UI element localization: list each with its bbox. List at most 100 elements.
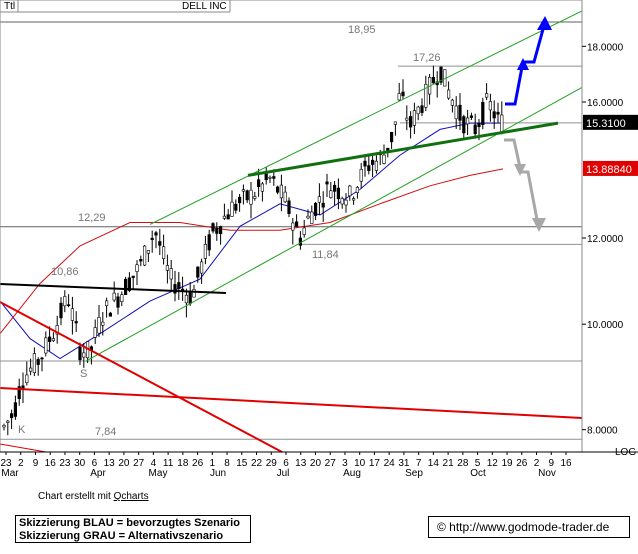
candle-body (55, 325, 59, 335)
level-annotation: S (80, 368, 87, 380)
x-tick-label: 23 (0, 458, 12, 469)
candle-body (500, 114, 504, 133)
candle-body (306, 215, 310, 219)
candle-body (32, 353, 36, 374)
copyright-url[interactable]: © http://www.godmode-trader.de (428, 516, 630, 538)
blue-arrow-mid (517, 58, 529, 70)
month-label: Aug (343, 468, 361, 479)
candle-body (355, 187, 360, 193)
candle-body (108, 312, 112, 317)
candle-body (496, 111, 500, 115)
x-tick-label: 10 (354, 458, 366, 469)
candle-body (473, 124, 477, 135)
candle-body (2, 425, 6, 428)
candle-body (424, 83, 428, 108)
x-tick-label: 13 (104, 458, 116, 469)
x-tick-label: 17 (369, 458, 381, 469)
ma-short-line (0, 122, 503, 360)
candle-body (215, 227, 219, 234)
x-tick-label: 22 (251, 458, 263, 469)
candle-body (310, 211, 314, 224)
candle-body (458, 104, 462, 121)
candle-body (481, 101, 485, 125)
candle-body (165, 265, 170, 271)
candle-body (317, 196, 322, 203)
qcharts-link[interactable]: Qcharts (113, 491, 149, 502)
gray-arrowhead (532, 218, 546, 232)
x-tick-label: 31 (398, 458, 410, 469)
x-tick-label: 23 (59, 458, 71, 469)
candle-body (25, 374, 29, 384)
candle-body (150, 237, 154, 240)
candle-body (181, 288, 185, 291)
level-annotation: 7,84 (95, 426, 116, 438)
candle-body (13, 402, 17, 417)
neckline (0, 283, 227, 294)
ma-long-line (0, 168, 504, 335)
level-annotation: 11,84 (312, 249, 339, 261)
candle-body (154, 232, 158, 236)
candle-body (203, 243, 208, 259)
candle-body (332, 184, 337, 192)
x-tick-label: 6 (283, 458, 289, 469)
candle-body (488, 101, 493, 111)
stock-chart: Ttl DELL INC 18,95 17,26 12,29 11,84 10,86 7,84… (0, 0, 638, 479)
month-label: May (149, 468, 168, 479)
candle-body (97, 317, 101, 334)
y-tick-label: 16.0000 (587, 98, 624, 109)
candle-body (408, 116, 413, 128)
x-tick-label: 28 (457, 458, 469, 469)
candle-body (67, 304, 71, 307)
candle-body (162, 246, 166, 259)
candle-body (230, 201, 234, 217)
x-tick-label: 24 (384, 458, 396, 469)
month-label: Jun (210, 468, 226, 479)
candle-body (17, 386, 21, 400)
current-price-box (583, 114, 638, 130)
candle-body (329, 190, 333, 199)
candle-body (405, 117, 409, 121)
x-tick-label: 13 (295, 458, 307, 469)
candle-body (253, 196, 257, 199)
candle-body (477, 123, 481, 128)
x-tick-label: 8 (224, 458, 230, 469)
candle-body (283, 191, 287, 203)
corner-label: Ttl (4, 1, 15, 12)
x-tick-label: 3 (342, 458, 348, 469)
candle-body (74, 321, 78, 324)
x-tick-label: 27 (133, 458, 145, 469)
candle-body (93, 327, 97, 338)
candle-body (139, 259, 143, 262)
candle-body (238, 196, 242, 204)
candle-body (298, 237, 303, 246)
legend-gray-line: Skizzierung GRAU = Alternativszenario (19, 530, 224, 542)
x-tick-label: 29 (266, 458, 278, 469)
x-tick-label: 20 (310, 458, 322, 469)
candle-body (401, 91, 405, 97)
candle-body (82, 352, 86, 358)
candle-body (158, 241, 162, 246)
candle-body (192, 289, 196, 298)
candle-body (241, 189, 246, 192)
support-line (247, 121, 559, 177)
month-label: Jul (277, 468, 290, 479)
month-label: Oct (470, 468, 486, 479)
candle-body (260, 183, 265, 192)
candle-body (370, 159, 375, 165)
candle-body (291, 222, 295, 231)
candle-body (207, 234, 211, 251)
candle-body (344, 199, 348, 206)
candle-body (249, 189, 253, 205)
level-annotation: 12,29 (78, 212, 106, 224)
candle-body (188, 291, 192, 304)
x-tick-label: 30 (74, 458, 86, 469)
month-label: Sep (405, 468, 423, 479)
credit-prefix: Chart erstellt mit (38, 491, 114, 502)
x-tick-label: 6 (92, 458, 98, 469)
candle-body (287, 200, 291, 214)
candle-body (484, 93, 489, 98)
candle-body (439, 66, 443, 83)
candle-body (51, 338, 55, 341)
x-tick-label: 7 (416, 458, 422, 469)
candle-body (245, 190, 249, 201)
